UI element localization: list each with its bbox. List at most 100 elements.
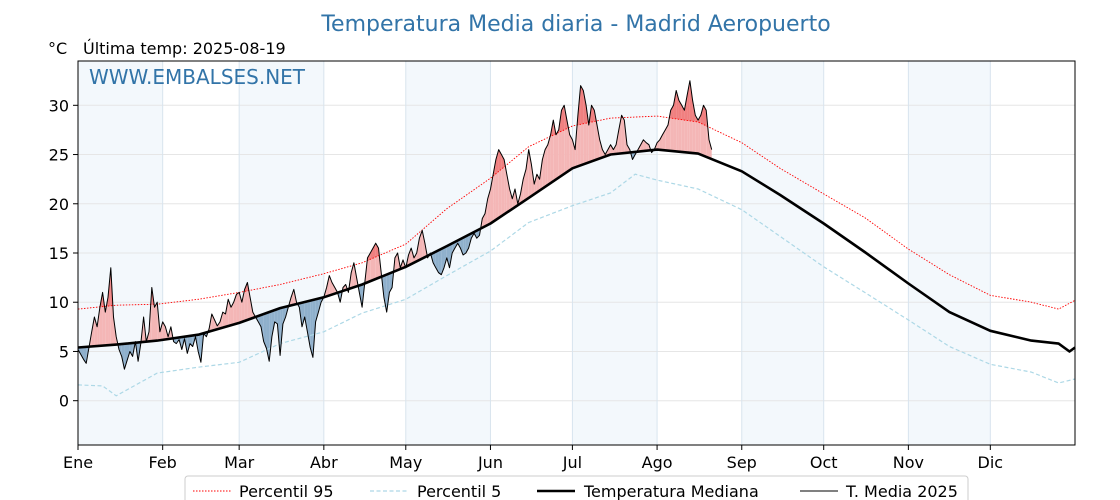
above-median-fill — [556, 129, 559, 180]
x-tick-label-dic: Dic — [978, 453, 1004, 472]
above-median-fill — [547, 134, 551, 185]
x-tick-label-mar: Mar — [224, 453, 255, 472]
below-median-fill — [438, 248, 442, 275]
below-median-fill — [435, 250, 439, 273]
above-median-fill — [501, 154, 505, 217]
below-median-fill — [282, 306, 286, 324]
y-tick-label: 30 — [49, 96, 69, 115]
y-tick-label: 15 — [49, 244, 69, 263]
legend-percentil-5-label: Percentil 5 — [417, 482, 501, 500]
below-median-fill — [83, 346, 87, 364]
below-median-fill — [441, 247, 445, 275]
x-tick-label-sep: Sep — [727, 453, 757, 472]
above-median-fill — [225, 299, 229, 327]
below-median-fill — [301, 302, 305, 327]
above-median-fill — [610, 144, 614, 155]
below-median-fill — [463, 236, 466, 255]
above-median-fill — [241, 289, 245, 322]
above-p95-fill — [681, 105, 685, 121]
above-median-fill — [211, 314, 215, 331]
watermark-text: WWW.EMBALSES.NET — [89, 65, 306, 89]
above-p95-fill — [676, 90, 679, 120]
above-p95-fill — [687, 80, 690, 121]
below-median-fill — [261, 314, 264, 342]
above-median-fill — [97, 307, 100, 347]
mediana-line — [77, 148, 1076, 353]
above-median-fill — [708, 139, 712, 160]
above-p95-fill — [498, 149, 502, 172]
below-median-fill — [129, 342, 133, 357]
unit-label: °C — [48, 39, 67, 58]
legend-box — [184, 475, 969, 500]
above-p95-fill — [501, 154, 505, 170]
above-median-fill — [512, 189, 516, 209]
series-lines — [77, 80, 1076, 397]
legend-t-media-2025-label: T. Media 2025 — [845, 482, 958, 500]
above-median-fill — [351, 262, 354, 289]
below-median-fill — [304, 301, 308, 332]
above-p95-fill — [689, 80, 693, 122]
above-median-fill — [233, 294, 237, 325]
percentil-95-line — [77, 115, 1076, 310]
above-median-fill — [419, 230, 423, 260]
below-median-fill — [121, 343, 125, 370]
above-median-fill — [247, 282, 251, 320]
x-axis: Ene Feb Mar Abr May Jun Jul Ago Sep Oct Nov Dic — [63, 445, 1003, 472]
above-p95-fill — [375, 243, 379, 257]
legend-mediana-label: Temperatura Mediana — [583, 482, 759, 500]
above-median-fill — [154, 302, 158, 341]
below-median-fill — [198, 333, 201, 363]
x-tick-label-feb: Feb — [149, 453, 177, 472]
below-median-fill — [446, 244, 450, 268]
above-p95-fill — [580, 85, 584, 125]
above-median-fill — [159, 321, 163, 341]
legend: Percentil 95 Percentil 5 Temperatura Media… — [184, 475, 969, 500]
below-median-fill — [307, 300, 311, 348]
above-median-fill — [291, 289, 294, 306]
x-tick-label-nov: Nov — [893, 453, 924, 472]
above-p95-fill — [678, 100, 682, 120]
above-median-fill — [665, 125, 669, 151]
above-median-fill — [230, 302, 234, 326]
x-tick-label-ene: Ene — [63, 453, 93, 472]
above-median-fill — [332, 282, 335, 295]
t-media-2025-line — [77, 80, 713, 370]
above-median-fill — [668, 110, 671, 151]
x-tick-label-jul: Jul — [562, 453, 582, 472]
above-median-fill — [509, 189, 513, 211]
below-median-fill — [389, 272, 393, 293]
above-median-fill — [329, 275, 333, 296]
above-median-fill — [640, 139, 644, 152]
above-median-fill — [91, 317, 95, 347]
x-tick-label-abr: Abr — [310, 453, 338, 472]
x-tick-label-oct: Oct — [810, 453, 838, 472]
above-median-fill — [244, 282, 248, 321]
above-median-fill — [569, 134, 573, 171]
above-median-fill — [596, 125, 600, 160]
below-median-fill — [124, 343, 130, 370]
below-median-fill — [386, 273, 390, 313]
x-tick-label-may: May — [389, 453, 422, 472]
above-median-fill — [613, 144, 617, 155]
below-median-fill — [271, 310, 275, 337]
above-median-fill — [482, 213, 485, 228]
above-median-fill — [572, 139, 576, 169]
y-tick-label: 25 — [49, 146, 69, 165]
above-median-fill — [698, 115, 701, 155]
above-median-fill — [408, 248, 412, 266]
x-tick-label-ago: Ago — [642, 453, 673, 472]
below-median-fill — [187, 335, 190, 354]
y-tick-label: 20 — [49, 195, 69, 214]
above-p95-fill — [670, 105, 674, 119]
below-median-fill — [274, 309, 278, 324]
above-median-fill — [542, 149, 546, 189]
x-tick-label-jun: Jun — [477, 453, 503, 472]
y-tick-label: 0 — [59, 392, 69, 411]
below-median-fill — [263, 313, 267, 349]
above-p95-fill — [495, 149, 499, 174]
below-median-fill — [460, 237, 464, 255]
y-tick-label: 10 — [49, 293, 69, 312]
above-median-fill — [607, 144, 611, 156]
legend-percentil-95-label: Percentil 95 — [239, 482, 334, 500]
